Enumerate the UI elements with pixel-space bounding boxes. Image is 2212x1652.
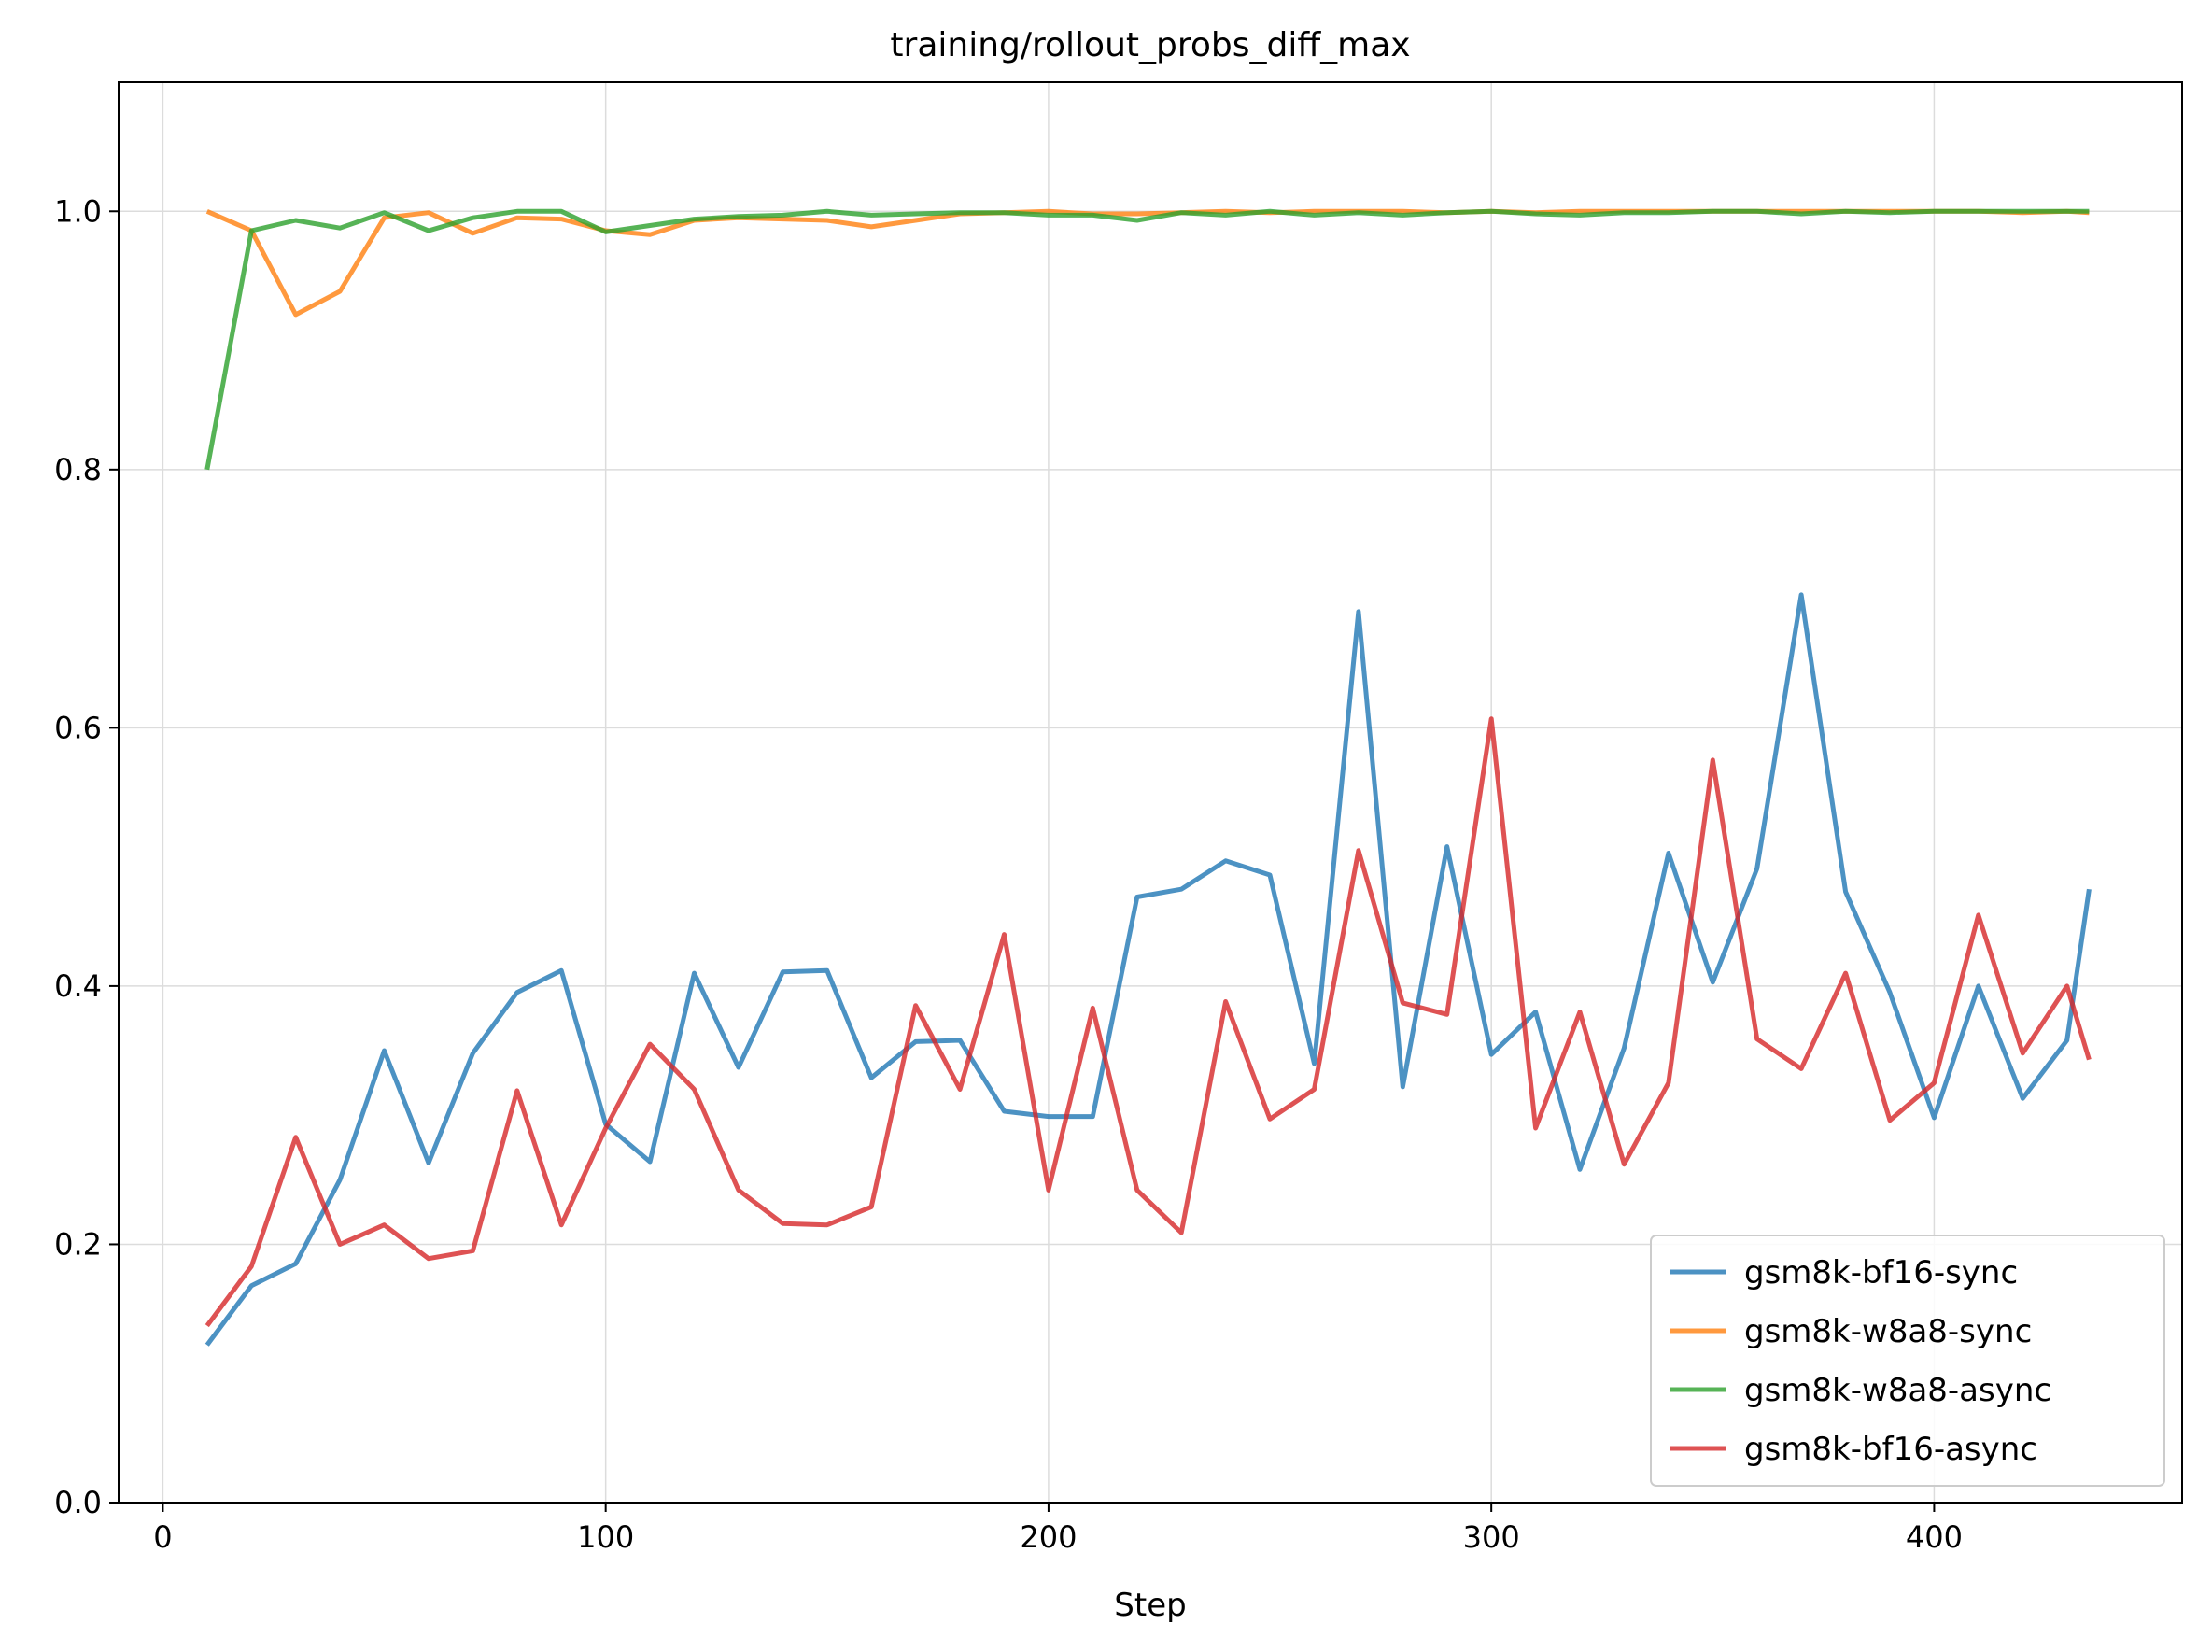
y-tick-label: 0.8 (54, 452, 102, 487)
plot-area-frame (118, 81, 2183, 1504)
series-line-gsm8k-bf16-sync (204, 592, 2092, 1347)
y-tick-label: 0.0 (54, 1485, 102, 1520)
y-tick-label: 0.2 (54, 1226, 102, 1262)
x-tick-label: 400 (1906, 1519, 1963, 1555)
series-lines (204, 208, 2092, 1347)
y-axis-ticks: 0.0 0.2 0.4 0.6 0.8 1.0 (54, 193, 119, 1520)
y-tick-label: 1.0 (54, 193, 102, 229)
y-tick-label: 0.4 (54, 968, 102, 1004)
x-axis-label: Step (1114, 1587, 1186, 1624)
x-tick-label: 100 (577, 1519, 634, 1555)
series-line-gsm8k-bf16-async (204, 716, 2092, 1328)
legend-box (1650, 1235, 2165, 1487)
x-tick-label: 200 (1020, 1519, 1077, 1555)
legend-label: gsm8k-w8a8-sync (1744, 1313, 2032, 1350)
chart-title: training/rollout_probs_diff_max (890, 26, 1410, 64)
series-line-gsm8k-w8a8-async (204, 208, 2090, 471)
x-axis-ticks: 0 100 200 300 400 (153, 1503, 1963, 1555)
legend-label: gsm8k-bf16-sync (1744, 1254, 2018, 1292)
legend-label: gsm8k-w8a8-async (1744, 1372, 2051, 1409)
legend-label: gsm8k-bf16-async (1744, 1431, 2037, 1468)
x-tick-label: 0 (153, 1519, 172, 1555)
x-tick-label: 300 (1463, 1519, 1520, 1555)
y-tick-label: 0.6 (54, 710, 102, 745)
legend: gsm8k-bf16-sync gsm8k-w8a8-sync gsm8k-w8a8… (1650, 1235, 2165, 1487)
